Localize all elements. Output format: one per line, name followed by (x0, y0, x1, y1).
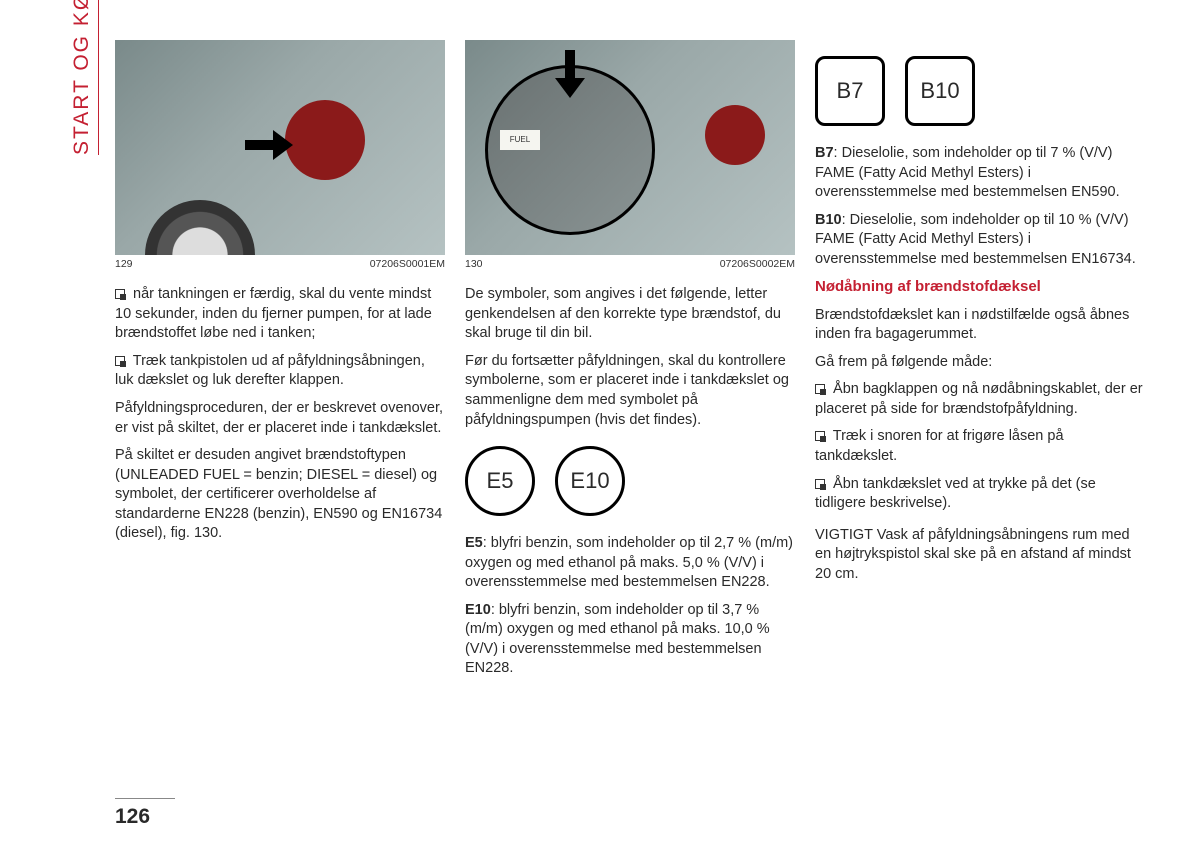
arrow-down-icon (555, 50, 585, 105)
fig-num-129: 129 (115, 257, 133, 271)
e10-bold: E10 (465, 602, 491, 618)
figure-130: FUEL 130 07206S0002EM (465, 40, 795, 271)
col1-bullet1: når tankningen er færdig, skal du vente … (115, 285, 445, 344)
emergency-heading: Nødåbning af brændstofdæksel (815, 277, 1145, 297)
column-2: FUEL 130 07206S0002EM De symboler, som a… (465, 40, 795, 687)
col3-p1: Brændstofdækslet kan i nødstilfælde også… (815, 306, 1145, 345)
b10-symbol: B10 (905, 56, 975, 126)
e5-desc: E5: blyfri benzin, som indeholder op til… (465, 534, 795, 593)
e10-text: : blyfri benzin, som indeholder op til 3… (465, 602, 770, 677)
fig-num-130: 130 (465, 257, 483, 271)
figure-129: 129 07206S0001EM (115, 40, 445, 271)
bullet-icon (815, 431, 825, 441)
col2-p1: De symboler, som angives i det følgende,… (465, 285, 795, 344)
e10-symbol: E10 (555, 446, 625, 516)
bullet-icon (115, 289, 125, 299)
col3-b2: Træk i snoren for at frigøre låsen på ta… (815, 427, 1145, 466)
figure-130-image: FUEL (465, 40, 795, 255)
column-3: B7 B10 B7: Dieselolie, som indeholder op… (815, 40, 1145, 687)
col1-p2: Træk tankpistolen ud af påfyldningsåbnin… (115, 353, 425, 389)
fig-code-130: 07206S0002EM (720, 257, 795, 271)
bullet-icon (115, 356, 125, 366)
figure-130-caption: 130 07206S0002EM (465, 257, 795, 271)
e5-bold: E5 (465, 535, 483, 551)
col3-p2: Gå frem på følgende måde: (815, 353, 1145, 373)
b7-text: : Dieselolie, som indeholder op til 7 % … (815, 145, 1120, 200)
figure-129-caption: 129 07206S0001EM (115, 257, 445, 271)
b10-text: : Dieselolie, som indeholder op til 10 %… (815, 212, 1136, 267)
page-columns: 129 07206S0001EM når tankningen er færdi… (115, 40, 1145, 687)
b10-desc: B10: Dieselolie, som indeholder op til 1… (815, 211, 1145, 270)
col1-bullet2: Træk tankpistolen ud af påfyldningsåbnin… (115, 352, 445, 391)
fuel-tag-label: FUEL (500, 130, 540, 150)
col1-p3: Påfyldningsproceduren, der er beskrevet … (115, 399, 445, 438)
arrow-right-icon (245, 130, 293, 167)
fuel-cap-shape (285, 100, 365, 180)
col3-b2-text: Træk i snoren for at frigøre låsen på ta… (815, 428, 1064, 464)
fig-code-129: 07206S0001EM (370, 257, 445, 271)
col3-b3-text: Åbn tankdækslet ved at trykke på det (se… (815, 476, 1096, 512)
petrol-symbols: E5 E10 (465, 446, 795, 516)
b7-bold: B7 (815, 145, 834, 161)
column-1: 129 07206S0001EM når tankningen er færdi… (115, 40, 445, 687)
section-label: START OG KØRSEL (70, 0, 99, 155)
page-number: 126 (115, 798, 175, 829)
col1-p4: På skiltet er desuden angivet brændstoft… (115, 446, 445, 544)
wheel-shape (145, 200, 255, 255)
b7-symbol: B7 (815, 56, 885, 126)
bullet-icon (815, 479, 825, 489)
figure-129-image (115, 40, 445, 255)
col1-p1: når tankningen er færdig, skal du vente … (115, 286, 432, 341)
diesel-symbols: B7 B10 (815, 56, 1145, 126)
e10-desc: E10: blyfri benzin, som indeholder op ti… (465, 601, 795, 679)
e5-text: : blyfri benzin, som indeholder op til 2… (465, 535, 793, 590)
e5-symbol: E5 (465, 446, 535, 516)
col2-p2: Før du fortsætter påfyldningen, skal du … (465, 352, 795, 430)
col3-b1-text: Åbn bagklappen og nå nødåbningskablet, d… (815, 381, 1143, 417)
b10-bold: B10 (815, 212, 842, 228)
b7-desc: B7: Dieselolie, som indeholder op til 7 … (815, 144, 1145, 203)
bullet-icon (815, 384, 825, 394)
col3-p3: VIGTIGT Vask af påfyldningsåbningens rum… (815, 526, 1145, 585)
fuel-cap-shape-2 (705, 105, 765, 165)
col3-b3: Åbn tankdækslet ved at trykke på det (se… (815, 475, 1145, 514)
col3-b1: Åbn bagklappen og nå nødåbningskablet, d… (815, 380, 1145, 419)
